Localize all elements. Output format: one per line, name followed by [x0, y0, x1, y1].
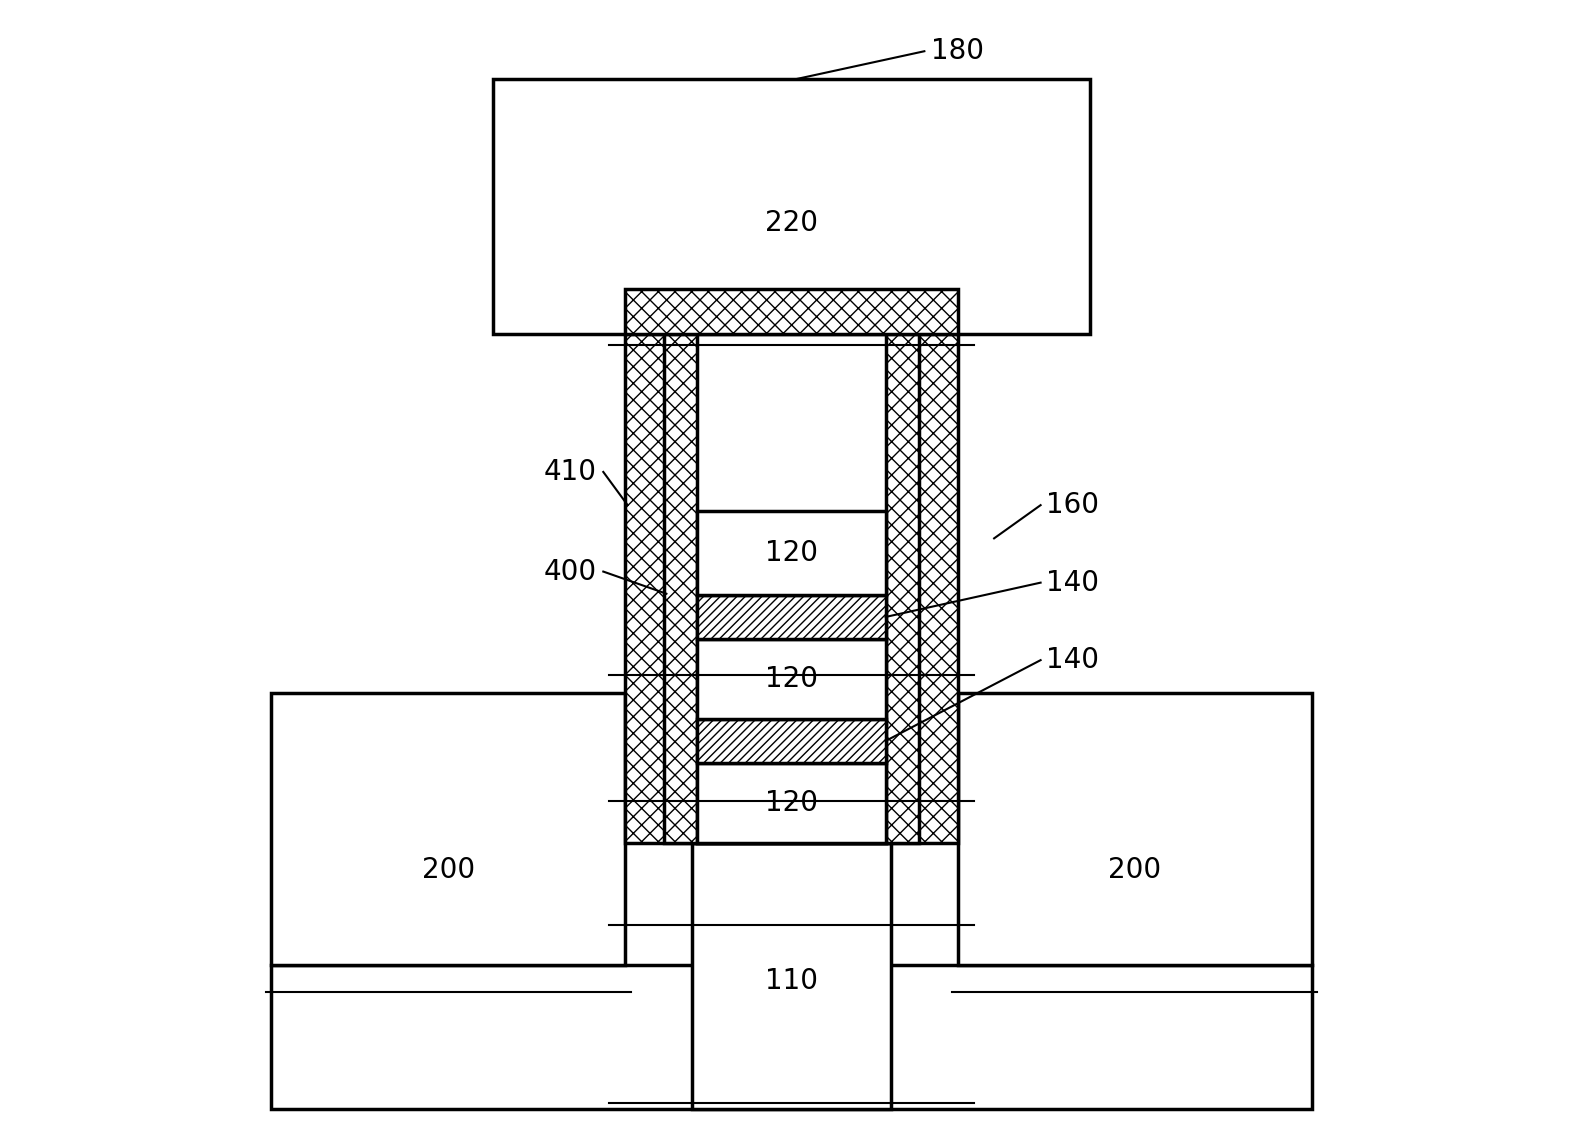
Bar [698, 763, 885, 843]
Bar [625, 289, 958, 843]
Bar [698, 639, 885, 719]
Text: 140: 140 [1046, 646, 1099, 674]
Bar [698, 719, 885, 763]
Bar [492, 78, 1091, 334]
Bar [958, 694, 1312, 964]
Bar [271, 694, 625, 964]
Bar [625, 289, 958, 334]
Bar [698, 595, 885, 639]
Text: 140: 140 [1046, 568, 1099, 596]
Text: 160: 160 [1046, 491, 1099, 519]
Bar [665, 289, 918, 843]
Text: 120: 120 [765, 665, 818, 693]
Bar [698, 511, 885, 595]
Text: 400: 400 [543, 557, 597, 585]
Bar [692, 843, 891, 1109]
Bar [698, 289, 885, 843]
Text: 410: 410 [543, 458, 597, 485]
Text: 180: 180 [931, 37, 985, 65]
Bar [271, 964, 1312, 1109]
Text: 200: 200 [421, 856, 475, 884]
Text: 220: 220 [765, 209, 818, 237]
Text: 110: 110 [765, 967, 818, 995]
Text: 120: 120 [765, 789, 818, 817]
Text: 120: 120 [765, 539, 818, 567]
Text: 200: 200 [1108, 856, 1162, 884]
